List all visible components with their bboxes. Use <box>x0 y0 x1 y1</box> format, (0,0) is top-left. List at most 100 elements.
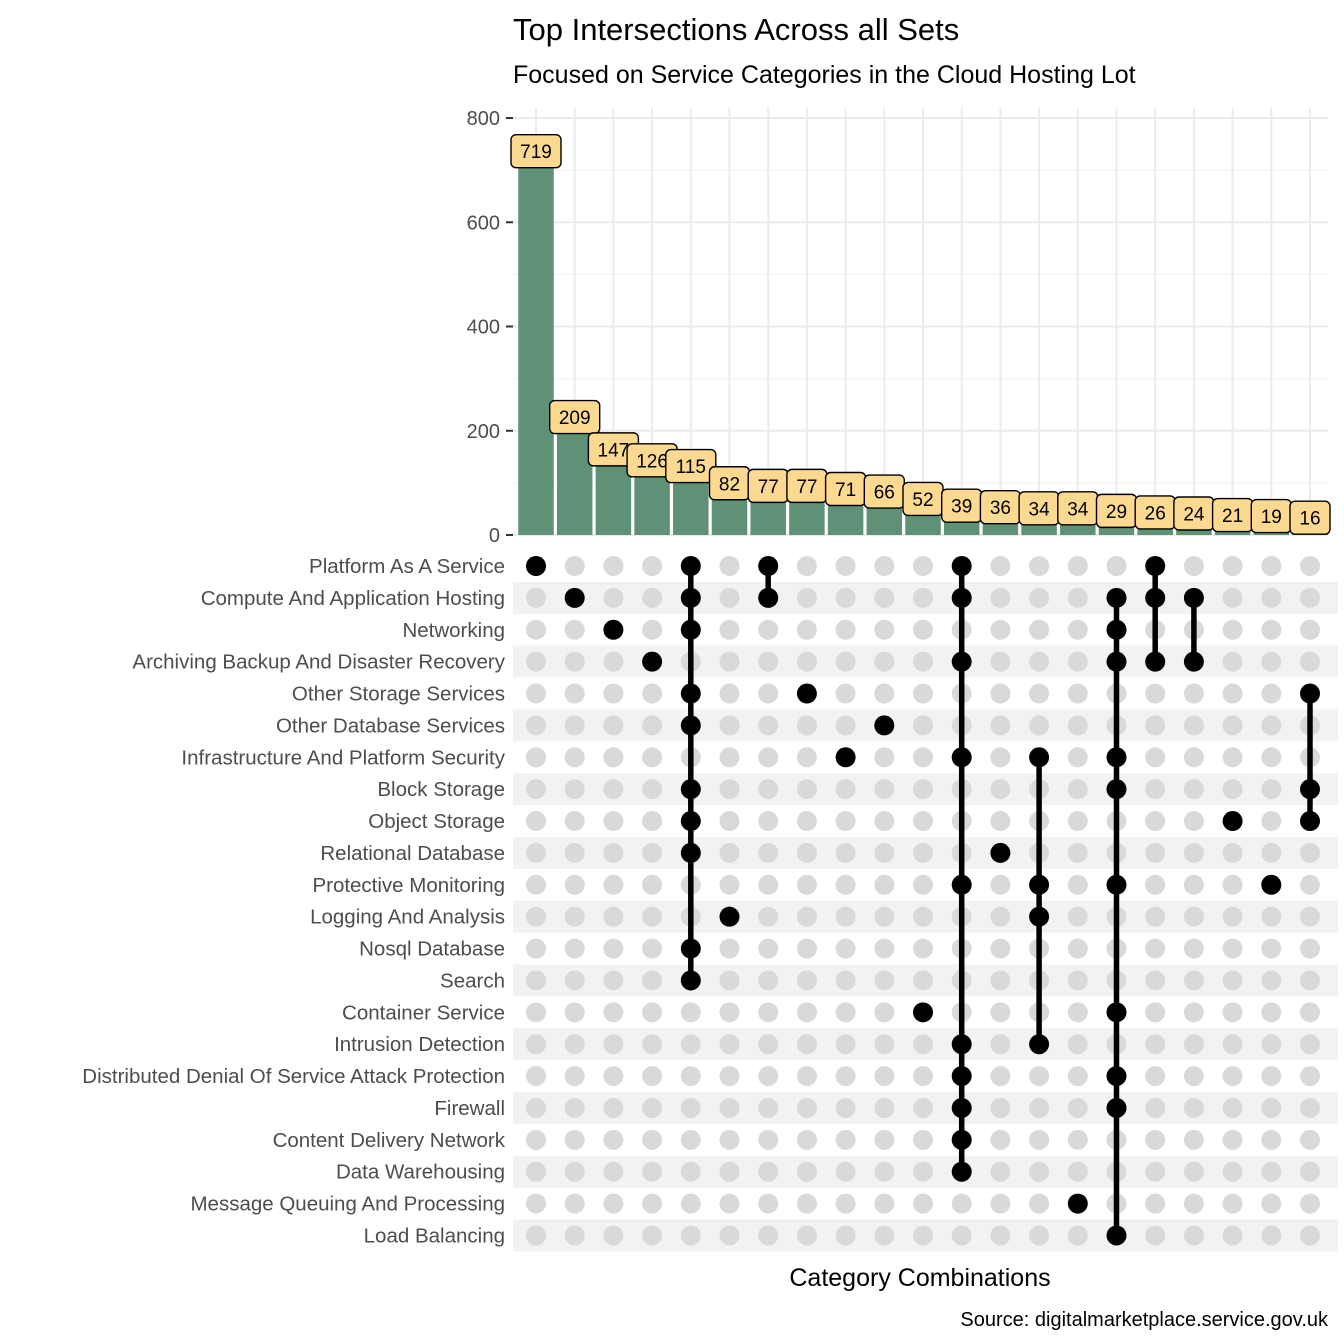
inactive-dot <box>1183 1161 1204 1182</box>
bar-label-3: 147 <box>587 432 640 467</box>
inactive-dot <box>1261 587 1282 608</box>
bar-1 <box>518 160 554 535</box>
inactive-dot <box>603 970 624 991</box>
inactive-dot <box>874 1002 895 1023</box>
inactive-dot <box>1222 1034 1243 1055</box>
inactive-dot <box>564 1066 585 1087</box>
set-label: Content Delivery Network <box>273 1129 506 1152</box>
set-label: Container Service <box>342 1001 505 1024</box>
inactive-dot <box>796 1161 817 1182</box>
inactive-dot <box>603 842 624 863</box>
inactive-dot <box>913 1097 933 1118</box>
y-tick-label: 800 <box>467 108 500 130</box>
inactive-dot <box>1145 747 1166 768</box>
inactive-dot <box>990 556 1011 576</box>
inactive-dot <box>913 874 933 895</box>
inactive-dot <box>1029 715 1050 736</box>
inactive-dot <box>642 874 663 895</box>
inactive-dot <box>526 747 546 768</box>
combination-14 <box>1029 556 1050 1246</box>
inactive-dot <box>603 779 624 800</box>
inactive-dot <box>874 683 895 704</box>
bar-label-11: 52 <box>902 481 944 517</box>
inactive-dot <box>913 1034 933 1055</box>
inactive-dot <box>1183 1002 1204 1023</box>
bar-label-9: 71 <box>824 471 867 507</box>
inactive-dot <box>1222 715 1243 736</box>
combination-10 <box>874 556 895 1246</box>
active-dot <box>1106 747 1127 768</box>
inactive-dot <box>990 651 1011 672</box>
inactive-dot <box>1067 747 1088 768</box>
inactive-dot <box>990 1034 1011 1055</box>
inactive-dot <box>758 938 779 959</box>
inactive-dot <box>835 970 856 991</box>
inactive-dot <box>1183 747 1204 768</box>
active-dot <box>680 683 701 704</box>
inactive-dot <box>1067 779 1088 800</box>
inactive-dot <box>796 747 817 768</box>
inactive-dot <box>1183 811 1204 832</box>
inactive-dot <box>526 1066 546 1087</box>
inactive-dot <box>1222 970 1243 991</box>
inactive-dot <box>1029 619 1050 640</box>
combination-4 <box>642 556 663 1246</box>
inactive-dot <box>990 906 1011 927</box>
inactive-dot <box>796 842 817 863</box>
inactive-dot <box>564 811 585 832</box>
set-label: Other Database Services <box>276 714 505 737</box>
inactive-dot <box>758 747 779 768</box>
inactive-dot <box>913 970 933 991</box>
inactive-dot <box>1067 1034 1088 1055</box>
active-dot <box>1029 1034 1050 1055</box>
combination-18 <box>1183 556 1204 1246</box>
active-dot <box>951 1066 972 1087</box>
inactive-dot <box>758 715 779 736</box>
set-label: Platform As A Service <box>309 555 505 578</box>
inactive-dot <box>642 683 663 704</box>
inactive-dot <box>874 1066 895 1087</box>
bar-label-box <box>665 448 717 484</box>
inactive-dot <box>642 1129 663 1150</box>
active-dot <box>990 842 1011 863</box>
inactive-dot <box>526 1002 546 1023</box>
inactive-dot <box>642 906 663 927</box>
set-label: Networking <box>402 619 505 642</box>
y-tick-label: 400 <box>467 317 500 339</box>
inactive-dot <box>990 874 1011 895</box>
inactive-dot <box>913 715 933 736</box>
inactive-dot <box>1222 1002 1243 1023</box>
inactive-dot <box>990 1129 1011 1150</box>
inactive-dot <box>642 715 663 736</box>
inactive-dot <box>874 619 895 640</box>
inactive-dot <box>1067 1161 1088 1182</box>
inactive-dot <box>796 970 817 991</box>
inactive-dot <box>1145 1034 1166 1055</box>
inactive-dot <box>1183 1225 1204 1246</box>
active-dot <box>1300 683 1320 704</box>
inactive-dot <box>603 556 624 576</box>
inactive-dot <box>680 1034 701 1055</box>
inactive-dot <box>990 587 1011 608</box>
inactive-dot <box>642 811 663 832</box>
inactive-dot <box>835 1129 856 1150</box>
inactive-dot <box>990 1097 1011 1118</box>
inactive-dot <box>1183 842 1204 863</box>
inactive-dot <box>1029 1193 1050 1214</box>
inactive-dot <box>526 619 546 640</box>
active-dot <box>758 556 779 576</box>
inactive-dot <box>758 779 779 800</box>
active-dot <box>1106 874 1127 895</box>
inactive-dot <box>1300 1161 1320 1182</box>
inactive-dot <box>835 1002 856 1023</box>
inactive-dot <box>1067 619 1088 640</box>
inactive-dot <box>1067 587 1088 608</box>
inactive-dot <box>1261 906 1282 927</box>
bar-label-12: 39 <box>941 488 983 523</box>
inactive-dot <box>680 1002 701 1023</box>
inactive-dot <box>564 715 585 736</box>
inactive-dot <box>1029 1225 1050 1246</box>
inactive-dot <box>1261 715 1282 736</box>
bar-label-13: 36 <box>979 490 1022 525</box>
set-label: Firewall <box>434 1097 505 1120</box>
